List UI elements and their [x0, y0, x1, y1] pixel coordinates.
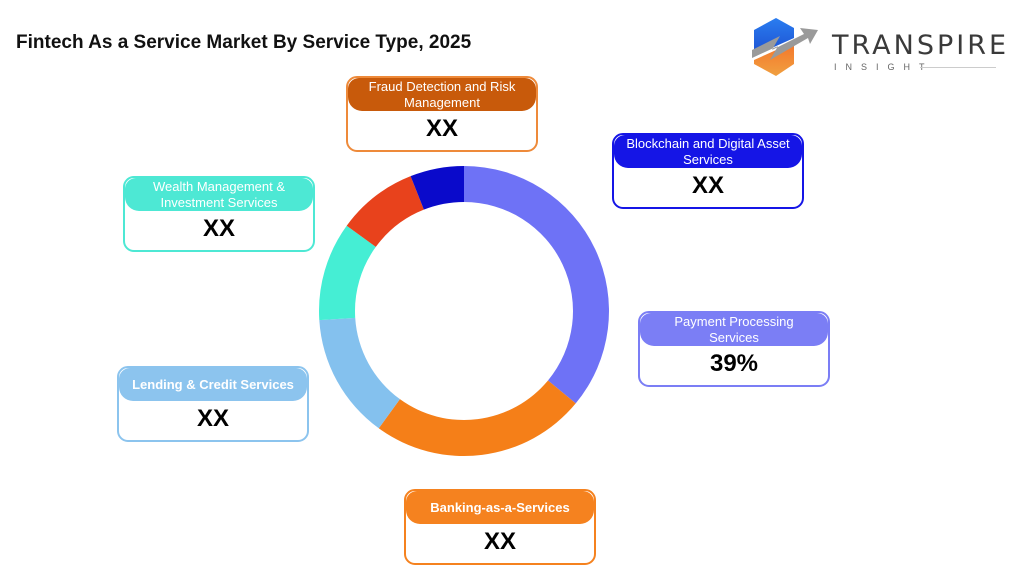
label-value: XX — [483, 528, 516, 555]
logo-name: TRANSPIRE — [832, 30, 1010, 61]
label-header: Fraud Detection and Risk Management — [348, 78, 536, 111]
label-wealth-management: Wealth Management & Investment Services … — [123, 176, 315, 252]
donut-slice-lending-credit-services — [319, 317, 400, 429]
donut-slice-wealth-management-investment-services — [319, 225, 376, 321]
label-value: XX — [425, 115, 458, 142]
chart-title: Fintech As a Service Market By Service T… — [16, 32, 472, 53]
logo-mark-icon — [752, 18, 818, 76]
logo-divider — [920, 67, 996, 68]
label-header: Lending & Credit Services — [119, 368, 307, 401]
label-header: Payment Processing Services — [640, 313, 828, 346]
donut-slice-blockchain-and-digital-asset-services — [410, 166, 464, 210]
logo-subtitle: INSIGHT — [834, 62, 934, 72]
label-header: Blockchain and Digital Asset Services — [614, 135, 802, 168]
label-value: XX — [691, 172, 724, 199]
donut-slice-payment-processing-services — [464, 166, 609, 404]
label-header: Wealth Management & Investment Services — [125, 178, 313, 211]
label-blockchain: Blockchain and Digital Asset Services XX — [612, 133, 804, 209]
donut-slice-fraud-detection-and-risk-management — [346, 176, 424, 247]
label-payment-processing: Payment Processing Services 39% — [638, 311, 830, 387]
label-banking-as-a-service: Banking-as-a-Services XX — [404, 489, 596, 565]
label-fraud-detection: Fraud Detection and Risk Management XX — [346, 76, 538, 152]
label-value: XX — [196, 405, 229, 432]
label-value: 39% — [709, 350, 759, 377]
label-lending-credit: Lending & Credit Services XX — [117, 366, 309, 442]
transpire-insight-logo: TRANSPIRE INSIGHT — [750, 16, 1006, 76]
label-header: Banking-as-a-Services — [406, 491, 594, 524]
label-value: XX — [202, 215, 235, 242]
donut-slice-banking-as-a-services — [378, 380, 576, 456]
